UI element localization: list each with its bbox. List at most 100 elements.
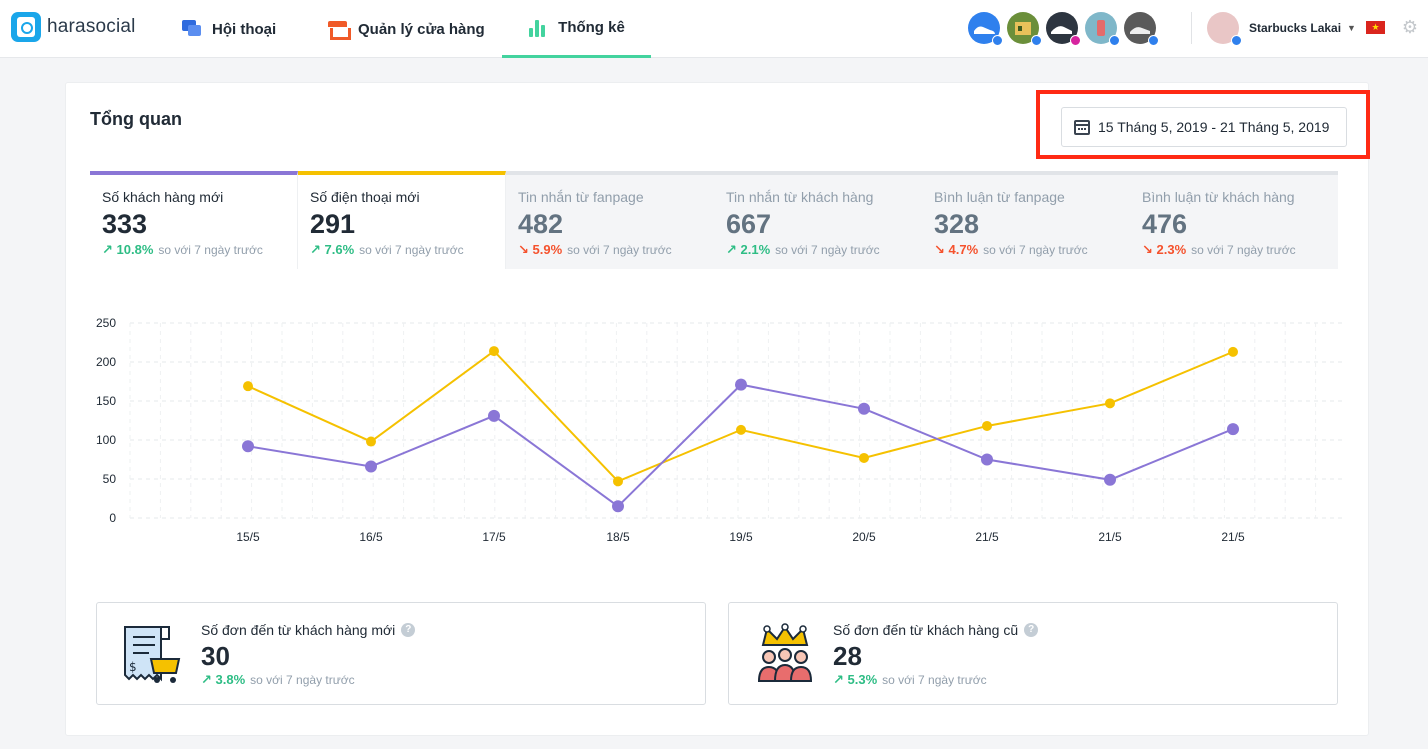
data-point: [1104, 474, 1116, 486]
date-range-text: 15 Tháng 5, 2019 - 21 Tháng 5, 2019: [1098, 119, 1329, 135]
trend-arrow-icon: ↘: [1142, 242, 1153, 257]
x-tick-label: 21/5: [1098, 530, 1122, 544]
y-tick-label: 250: [96, 316, 116, 330]
metric-change: ↘ 5.9% so với 7 ngày trước: [518, 242, 714, 258]
metric-pct: 10.8%: [117, 242, 154, 257]
date-range-picker[interactable]: 15 Tháng 5, 2019 - 21 Tháng 5, 2019: [1061, 107, 1347, 147]
page-avatar-shoe[interactable]: [968, 12, 1000, 44]
nav-statistics[interactable]: Thống kê: [502, 0, 651, 58]
metric-label: Tin nhắn từ khách hàng: [726, 189, 922, 205]
metric-label: Số khách hàng mới: [102, 189, 297, 205]
metric-tab[interactable]: Tin nhắn từ fanpage 482 ↘ 5.9% so với 7 ngà…: [506, 171, 714, 269]
x-tick-label: 21/5: [1221, 530, 1245, 544]
data-point: [1228, 347, 1238, 357]
orders-old-change: ↗ 5.3% so với 7 ngày trước: [833, 672, 987, 688]
logo[interactable]: harasocial: [11, 12, 136, 42]
data-point: [981, 454, 993, 466]
messenger-badge-icon: [1109, 35, 1120, 46]
nav-chat[interactable]: Hội thoại: [182, 0, 276, 58]
crown-people-icon: [753, 623, 817, 687]
metric-pct: 7.6%: [325, 242, 355, 257]
data-point: [488, 410, 500, 422]
logo-text: harasocial: [47, 16, 136, 38]
messenger-badge-icon: [1231, 35, 1242, 46]
data-point: [612, 500, 624, 512]
metric-note: so với 7 ngày trước: [983, 243, 1087, 257]
metric-note: so với 7 ngày trước: [1191, 243, 1295, 257]
svg-text:$: $: [129, 660, 137, 674]
orders-new-label-text: Số đơn đến từ khách hàng mới: [201, 622, 395, 638]
metric-pct: 2.1%: [741, 242, 771, 257]
orders-old-pct: 5.3%: [848, 672, 878, 687]
data-point: [858, 403, 870, 415]
data-point: [489, 346, 499, 356]
data-point: [982, 421, 992, 431]
data-point: [242, 440, 254, 452]
metric-note: so với 7 ngày trước: [158, 243, 262, 257]
data-point: [859, 453, 869, 463]
x-tick-label: 18/5: [606, 530, 630, 544]
orders-new-customers-box: $ Số đơn đến từ khách hàng mới ? 30 ↗ 3.…: [96, 602, 706, 705]
data-point: [243, 381, 253, 391]
trend-arrow-icon: ↘: [518, 242, 529, 257]
orders-new-pct: 3.8%: [216, 672, 246, 687]
account-menu[interactable]: Starbucks Lakai ▼: [1207, 12, 1356, 44]
orders-old-value: 28: [833, 641, 862, 672]
series-line: [248, 351, 1233, 481]
nav-store-management[interactable]: Quản lý cửa hàng: [328, 0, 485, 58]
metric-tab[interactable]: Bình luận từ khách hàng 476 ↘ 2.3% so với 7…: [1130, 171, 1338, 269]
data-point: [735, 379, 747, 391]
metric-pct: 5.9%: [533, 242, 563, 257]
orders-old-label-text: Số đơn đến từ khách hàng cũ: [833, 622, 1018, 638]
orders-old-customers-box: Số đơn đến từ khách hàng cũ ? 28 ↗ 5.3% …: [728, 602, 1338, 705]
metric-tab[interactable]: Bình luận từ fanpage 328 ↘ 4.7% so với 7 ng…: [922, 171, 1130, 269]
series-line: [248, 385, 1233, 507]
orders-new-value: 30: [201, 641, 230, 672]
metric-value: 667: [726, 209, 922, 240]
line-chart: 0 50 100 150 200 250 15/5 16/5 17/5 18/5 19/5 20/5 2…: [88, 312, 1350, 552]
metric-change: ↗ 10.8% so với 7 ngày trước: [102, 242, 297, 258]
instagram-badge-icon: [1070, 35, 1081, 46]
chevron-down-icon: ▼: [1347, 23, 1356, 33]
trend-arrow-icon: ↘: [934, 242, 945, 257]
divider: [1191, 12, 1192, 44]
metric-pct: 4.7%: [949, 242, 979, 257]
metric-tabs: Số khách hàng mới 333 ↗ 10.8% so với 7 ngày…: [90, 171, 1339, 269]
help-icon[interactable]: ?: [1024, 623, 1038, 637]
messenger-badge-icon: [1148, 35, 1159, 46]
y-tick-label: 150: [96, 394, 116, 408]
data-point: [1227, 423, 1239, 435]
metric-value: 291: [310, 209, 505, 240]
metric-tab[interactable]: Số khách hàng mới 333 ↗ 10.8% so với 7 ngày…: [90, 171, 298, 269]
page-avatar-drink[interactable]: [1085, 12, 1117, 44]
metric-note: so với 7 ngày trước: [567, 243, 671, 257]
messenger-badge-icon: [1031, 35, 1042, 46]
calendar-icon: [1074, 120, 1090, 135]
metric-change: ↘ 4.7% so với 7 ngày trước: [934, 242, 1130, 258]
account-name: Starbucks Lakai: [1249, 21, 1341, 35]
x-tick-label: 19/5: [729, 530, 753, 544]
metric-change: ↗ 7.6% so với 7 ngày trước: [310, 242, 505, 258]
page-avatar-shoe-2[interactable]: [1124, 12, 1156, 44]
orders-old-note: so với 7 ngày trước: [882, 673, 986, 687]
metric-value: 476: [1142, 209, 1338, 240]
page-avatar-store[interactable]: [1007, 12, 1039, 44]
nav-chat-label: Hội thoại: [212, 21, 276, 38]
metric-value: 328: [934, 209, 1130, 240]
store-icon: [328, 19, 348, 39]
account-avatar: [1207, 12, 1239, 44]
metric-tab[interactable]: Số điện thoại mới 291 ↗ 7.6% so với 7 ngày …: [298, 171, 506, 269]
metric-tab[interactable]: Tin nhắn từ khách hàng 667 ↗ 2.1% so với 7 …: [714, 171, 922, 269]
metric-note: so với 7 ngày trước: [359, 243, 463, 257]
y-tick-label: 100: [96, 433, 116, 447]
arrow-up-icon: ↗: [201, 672, 212, 687]
gear-icon[interactable]: ⚙: [1400, 17, 1420, 37]
x-tick-label: 15/5: [236, 530, 260, 544]
metric-label: Số điện thoại mới: [310, 189, 505, 205]
vietnam-flag-icon[interactable]: ★: [1366, 21, 1385, 34]
help-icon[interactable]: ?: [401, 623, 415, 637]
data-point: [366, 437, 376, 447]
flag-star: ★: [1371, 23, 1379, 32]
page-avatar-nike[interactable]: [1046, 12, 1078, 44]
metric-value: 482: [518, 209, 714, 240]
